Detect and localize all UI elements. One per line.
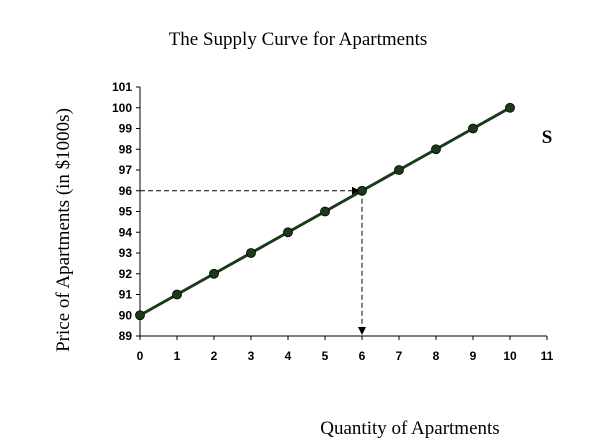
data-point [209, 268, 219, 279]
y-tick-label: 92 [119, 267, 133, 281]
y-tick-label: 97 [119, 163, 133, 177]
data-point [394, 165, 404, 175]
y-tick-label: 93 [119, 246, 133, 260]
x-tick-label: 9 [470, 349, 477, 363]
y-tick-label: 89 [119, 329, 133, 343]
supply-series [135, 102, 515, 321]
data-point [505, 102, 515, 113]
data-point [283, 227, 293, 238]
x-tick-label: 1 [174, 349, 181, 363]
x-ticks: 0 1 2 3 4 5 6 7 8 9 10 11 [137, 336, 554, 363]
data-point [246, 248, 256, 258]
y-tick-label: 100 [112, 101, 132, 115]
data-point [320, 206, 330, 217]
reference-lines [140, 186, 366, 335]
chart-title: The Supply Curve for Apartments [169, 29, 428, 50]
y-tick-label: 91 [119, 288, 133, 302]
x-axis-label: Quantity of Apartments [320, 418, 499, 439]
data-point [431, 144, 441, 155]
y-axis-label: Price of Apartments (in $1000s) [53, 108, 74, 352]
x-tick-label: 5 [322, 349, 329, 363]
y-tick-label: 99 [119, 122, 133, 136]
series-label-s: S [542, 127, 553, 148]
axes [139, 87, 547, 337]
y-tick-label: 101 [112, 80, 132, 94]
x-tick-label: 8 [433, 349, 440, 363]
x-tick-label: 3 [248, 349, 255, 363]
x-tick-label: 7 [396, 349, 403, 363]
x-tick-label: 10 [503, 349, 517, 363]
x-tick-label: 6 [359, 349, 366, 363]
data-point [468, 123, 478, 134]
x-tick-label: 11 [541, 349, 554, 363]
y-ticks: 89 90 91 92 93 94 95 96 97 98 99 100 101 [112, 80, 140, 343]
data-point [172, 289, 182, 300]
y-tick-label: 96 [119, 184, 133, 198]
y-tick-label: 94 [119, 225, 133, 239]
y-tick-label: 90 [119, 308, 133, 322]
x-tick-label: 4 [285, 349, 292, 363]
data-point [135, 310, 145, 321]
y-tick-label: 98 [119, 142, 133, 156]
y-tick-label: 95 [119, 205, 133, 219]
x-tick-label: 0 [137, 349, 144, 363]
data-point [357, 185, 367, 196]
x-tick-label: 2 [211, 349, 218, 363]
